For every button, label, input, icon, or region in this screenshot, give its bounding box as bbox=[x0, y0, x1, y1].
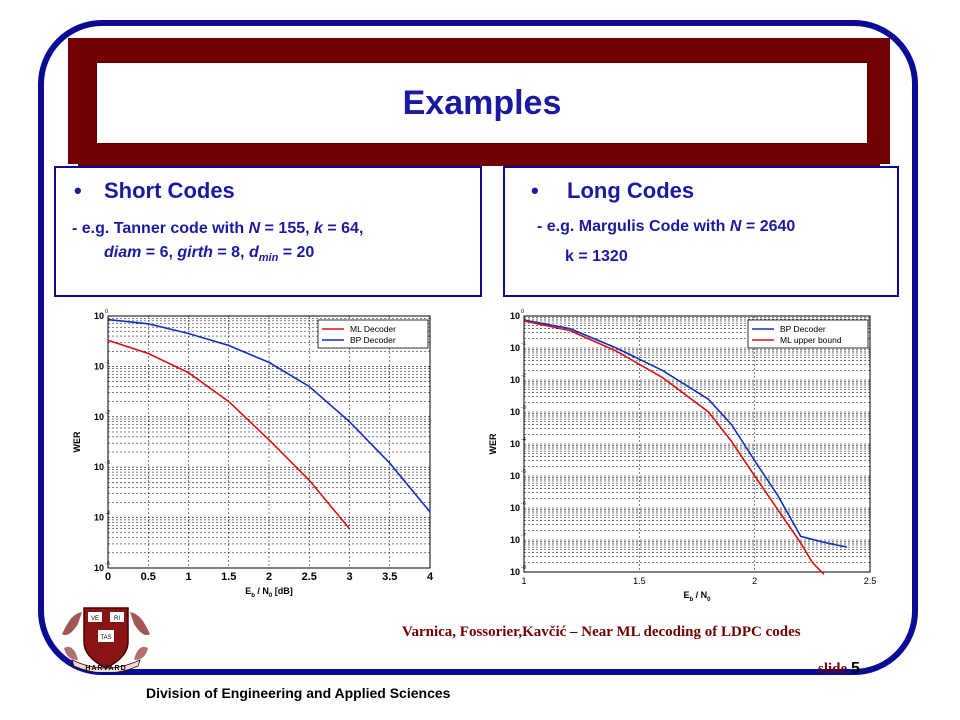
svg-text:RI: RI bbox=[114, 616, 120, 622]
legend-label: ML upper bound bbox=[780, 335, 842, 345]
y-tick-label: 10 bbox=[510, 375, 520, 385]
y-tick-label: 10 bbox=[510, 311, 520, 321]
bullet-icon: • bbox=[531, 178, 539, 203]
x-axis-label-text: [dB] bbox=[272, 586, 293, 596]
y-tick-label: 10 bbox=[510, 407, 520, 417]
y-tick-label: 10 bbox=[94, 513, 104, 523]
bullet-icon: • bbox=[74, 178, 82, 203]
y-tick-exponent: 0 bbox=[521, 309, 524, 315]
x-tick-label: 3.5 bbox=[382, 571, 397, 583]
slide-title: Examples bbox=[402, 83, 562, 122]
series-line-ml-upper-bound bbox=[523, 320, 825, 575]
long-codes-line2: k = 1320 bbox=[565, 248, 628, 265]
y-tick-exponent: 0 bbox=[105, 309, 108, 315]
svg-text:VE: VE bbox=[91, 616, 99, 622]
x-tick-label: 1 bbox=[185, 571, 191, 583]
slide-number: slide 5 bbox=[818, 660, 860, 677]
svg-text:TAS: TAS bbox=[100, 635, 111, 641]
y-tick-exponent: -3 bbox=[521, 405, 526, 411]
y-tick-label: 10 bbox=[510, 343, 520, 353]
x-tick-label: 3 bbox=[346, 571, 352, 583]
y-tick-exponent: -5 bbox=[105, 561, 110, 567]
x-tick-label: 0 bbox=[105, 571, 111, 583]
x-axis-label: Eb / N0 bbox=[683, 590, 711, 603]
y-tick-label: 10 bbox=[510, 567, 520, 577]
y-tick-exponent: -8 bbox=[521, 565, 526, 571]
legend-box bbox=[317, 319, 429, 349]
x-tick-label: 2.5 bbox=[864, 576, 877, 586]
x-tick-label: 2 bbox=[266, 571, 272, 583]
x-axis-label-subscript: b bbox=[689, 597, 693, 603]
x-axis-label-text: / N bbox=[693, 590, 707, 600]
series-line-bp-decoder bbox=[107, 318, 431, 513]
x-tick-label: 1.5 bbox=[633, 576, 646, 586]
division-label: Division of Engineering and Applied Scie… bbox=[146, 685, 451, 701]
legend-label: BP Decoder bbox=[350, 335, 396, 345]
y-tick-exponent: -1 bbox=[521, 341, 526, 347]
x-tick-label: 0.5 bbox=[141, 571, 156, 583]
legend-label: ML Decoder bbox=[350, 324, 396, 334]
y-axis-label: WER bbox=[488, 433, 498, 454]
long-codes-heading: Long Codes bbox=[567, 178, 695, 203]
frame-gap bbox=[135, 678, 505, 704]
y-tick-exponent: -4 bbox=[521, 437, 526, 443]
y-tick-exponent: -4 bbox=[105, 511, 110, 517]
citation: Varnica, Fossorier,Kavčić – Near ML deco… bbox=[402, 624, 801, 640]
y-axis-label: WER bbox=[72, 431, 82, 452]
y-tick-exponent: -2 bbox=[105, 410, 110, 416]
y-tick-exponent: -7 bbox=[521, 533, 526, 539]
long-codes-line1: - e.g. Margulis Code with N = 2640 bbox=[537, 218, 796, 235]
x-axis-label-subscript: 0 bbox=[707, 597, 711, 603]
y-tick-exponent: -2 bbox=[521, 373, 526, 379]
x-tick-label: 2 bbox=[752, 576, 757, 586]
y-tick-label: 10 bbox=[510, 471, 520, 481]
svg-text:HARVARD: HARVARD bbox=[85, 665, 126, 672]
y-tick-label: 10 bbox=[510, 503, 520, 513]
x-axis-label: Eb / N0 [dB] bbox=[245, 586, 293, 599]
x-axis-label-subscript: 0 bbox=[269, 593, 273, 599]
legend-box bbox=[747, 319, 869, 349]
series-line-ml-decoder bbox=[107, 339, 351, 530]
short-codes-line1: - e.g. Tanner code with N = 155, k = 64, bbox=[72, 220, 364, 237]
x-axis-label-text: E bbox=[683, 590, 689, 600]
x-axis-label-subscript: b bbox=[251, 593, 255, 599]
series-line-bp-decoder bbox=[523, 319, 848, 548]
short-codes-heading: Short Codes bbox=[104, 178, 235, 203]
y-tick-label: 10 bbox=[510, 535, 520, 545]
y-tick-label: 10 bbox=[94, 361, 104, 371]
x-axis-label-text: E bbox=[245, 586, 251, 596]
x-tick-label: 1 bbox=[521, 576, 526, 586]
y-tick-label: 10 bbox=[94, 311, 104, 321]
y-tick-exponent: -3 bbox=[105, 460, 110, 466]
harvard-shield-logo: VE RI TAS HARVARD bbox=[62, 607, 150, 672]
y-tick-label: 10 bbox=[94, 563, 104, 573]
legend-label: BP Decoder bbox=[780, 324, 826, 334]
long-codes-wer-chart: 10 010 -110 -210 -310 -410 -510 -610 -710 -81 1.5 2… bbox=[488, 309, 877, 603]
x-tick-label: 1.5 bbox=[221, 571, 236, 583]
y-tick-exponent: -5 bbox=[521, 469, 526, 475]
y-tick-label: 10 bbox=[94, 412, 104, 422]
y-tick-exponent: -6 bbox=[521, 501, 526, 507]
short-codes-panel: • Short Codes - e.g. Tanner code with N … bbox=[54, 166, 482, 297]
x-tick-label: 4 bbox=[427, 571, 434, 583]
y-tick-label: 10 bbox=[94, 462, 104, 472]
short-codes-line2: diam = 6, girth = 8, dmin = 20 bbox=[104, 244, 315, 265]
y-tick-label: 10 bbox=[510, 439, 520, 449]
x-tick-label: 2.5 bbox=[302, 571, 317, 583]
x-axis-label-text: / N bbox=[255, 586, 269, 596]
slide-frame bbox=[38, 20, 918, 675]
short-codes-wer-chart: 10 010 -110 -210 -310 -410 -50 0.5 1 1.5 2 2.5 3 3.5 4… bbox=[72, 309, 434, 599]
title-box: Examples bbox=[96, 62, 868, 144]
long-codes-panel: • Long Codes - e.g. Margulis Code with N… bbox=[503, 166, 899, 297]
y-tick-exponent: -1 bbox=[105, 359, 110, 365]
